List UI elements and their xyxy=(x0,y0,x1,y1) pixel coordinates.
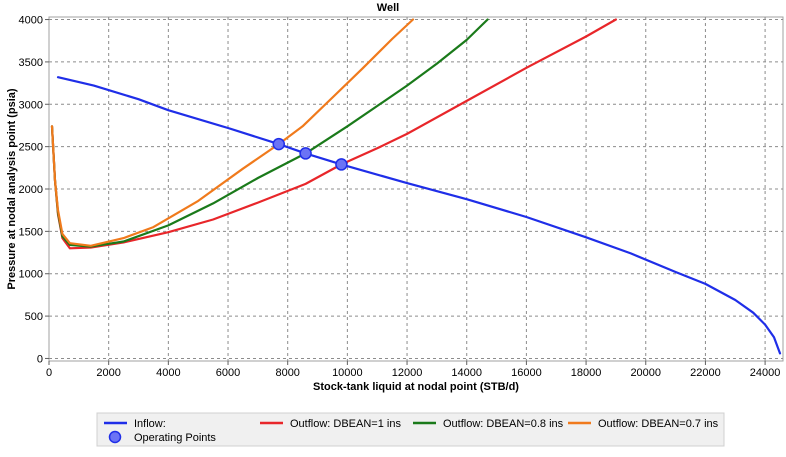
legend-box xyxy=(96,412,725,447)
y-tick-label: 4000 xyxy=(19,15,43,27)
legend: Inflow: Outflow: DBEAN=1 ins Outflow: DB… xyxy=(96,412,725,447)
series-line-inflow xyxy=(56,76,782,355)
operating-point-marker[interactable] xyxy=(299,147,312,160)
x-tick-label: 10000 xyxy=(332,367,363,379)
y-axis-label: Pressure at nodal analysis point (psia) xyxy=(6,88,18,289)
series-layer xyxy=(50,18,782,355)
operating-point-marker[interactable] xyxy=(335,158,348,171)
operating-point-marker[interactable] xyxy=(272,137,285,151)
x-axis-label: Stock-tank liquid at nodal point (STB/d) xyxy=(313,381,519,393)
tick-layer: 0 2000 4000 6000 8000 10000 12000 14000 16000 180… xyxy=(19,15,781,379)
chart-title: Well xyxy=(377,2,399,14)
legend-label-dbean-0-8: Outflow: DBEAN=0.8 ins xyxy=(443,418,564,430)
x-tick-label: 14000 xyxy=(451,367,482,379)
x-tick-label: 2000 xyxy=(96,367,120,379)
legend-label-dbean-1: Outflow: DBEAN=1 ins xyxy=(290,418,401,430)
y-tick-label: 3500 xyxy=(19,57,43,69)
legend-item-dbean-0-7[interactable]: Outflow: DBEAN=0.7 ins xyxy=(568,418,719,430)
legend-label-inflow: Inflow: xyxy=(134,418,166,430)
y-tick-label: 3000 xyxy=(19,99,43,111)
x-tick-label: 22000 xyxy=(690,367,721,379)
operating-points-layer xyxy=(272,137,348,171)
y-tick-label: 0 xyxy=(37,353,43,365)
y-tick-label: 500 xyxy=(25,311,43,323)
y-tick-label: 2500 xyxy=(19,142,43,154)
x-tick-label: 6000 xyxy=(216,367,240,379)
x-tick-label: 12000 xyxy=(392,367,423,379)
x-tick-label: 16000 xyxy=(511,367,542,379)
y-tick-label: 1000 xyxy=(19,269,43,281)
series-line-outflow-dbean-0-7-ins xyxy=(50,18,415,247)
legend-label-dbean-0-7: Outflow: DBEAN=0.7 ins xyxy=(598,418,719,430)
x-tick-label: 24000 xyxy=(750,367,781,379)
x-tick-label: 20000 xyxy=(630,367,661,379)
legend-marker-operating-points xyxy=(108,430,122,444)
x-tick-label: 4000 xyxy=(156,367,180,379)
legend-label-operating-points: Operating Points xyxy=(134,432,216,444)
x-tick-label: 8000 xyxy=(275,367,299,379)
legend-item-operating-points[interactable]: Operating Points xyxy=(108,430,217,445)
y-tick-label: 2000 xyxy=(19,184,43,196)
legend-item-dbean-0-8[interactable]: Outflow: DBEAN=0.8 ins xyxy=(413,418,564,430)
x-tick-label: 0 xyxy=(46,367,52,379)
legend-item-dbean-1[interactable]: Outflow: DBEAN=1 ins xyxy=(260,418,401,430)
x-tick-label: 18000 xyxy=(571,367,602,379)
legend-item-inflow[interactable]: Inflow: xyxy=(104,418,166,430)
y-tick-label: 1500 xyxy=(19,226,43,238)
